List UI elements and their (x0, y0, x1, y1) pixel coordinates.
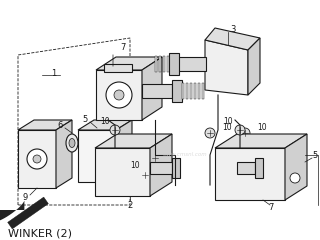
Circle shape (205, 128, 215, 138)
Polygon shape (215, 134, 307, 148)
Circle shape (240, 128, 250, 138)
FancyBboxPatch shape (194, 83, 196, 99)
FancyBboxPatch shape (150, 162, 172, 174)
Polygon shape (18, 120, 72, 130)
Polygon shape (96, 70, 142, 120)
FancyBboxPatch shape (155, 56, 157, 72)
Text: 7: 7 (268, 204, 273, 212)
Text: www.cmsnl.com: www.cmsnl.com (163, 152, 207, 157)
Text: 3: 3 (230, 25, 236, 35)
Text: 2: 2 (127, 200, 132, 210)
FancyBboxPatch shape (167, 56, 169, 72)
Ellipse shape (106, 82, 132, 108)
Circle shape (290, 173, 300, 183)
Text: 10: 10 (223, 118, 233, 126)
FancyBboxPatch shape (172, 158, 180, 178)
Circle shape (140, 170, 150, 180)
Ellipse shape (69, 138, 75, 148)
Polygon shape (116, 120, 132, 182)
FancyBboxPatch shape (104, 64, 132, 72)
FancyBboxPatch shape (190, 83, 192, 99)
Text: 10: 10 (130, 161, 140, 169)
Text: WINKER (2): WINKER (2) (8, 228, 72, 238)
FancyBboxPatch shape (237, 162, 255, 174)
Polygon shape (205, 40, 248, 95)
FancyBboxPatch shape (202, 83, 204, 99)
Ellipse shape (66, 134, 78, 152)
Polygon shape (205, 28, 260, 50)
Polygon shape (8, 197, 48, 229)
FancyBboxPatch shape (169, 53, 179, 75)
Text: 10: 10 (100, 118, 110, 126)
Text: 5: 5 (312, 151, 317, 161)
Polygon shape (95, 134, 172, 148)
Polygon shape (150, 134, 172, 196)
Ellipse shape (114, 90, 124, 100)
Polygon shape (215, 148, 285, 200)
Polygon shape (56, 120, 72, 188)
Ellipse shape (33, 155, 41, 163)
Text: 6: 6 (58, 121, 63, 131)
FancyBboxPatch shape (182, 83, 184, 99)
FancyBboxPatch shape (186, 83, 188, 99)
Text: 7: 7 (120, 43, 125, 53)
Text: 10: 10 (257, 124, 267, 132)
Text: 1: 1 (51, 68, 56, 78)
Polygon shape (285, 134, 307, 200)
Polygon shape (0, 198, 25, 222)
FancyBboxPatch shape (159, 56, 161, 72)
Polygon shape (18, 38, 130, 205)
Ellipse shape (27, 149, 47, 169)
Circle shape (110, 125, 120, 135)
Circle shape (150, 153, 160, 163)
FancyBboxPatch shape (198, 83, 200, 99)
FancyBboxPatch shape (163, 56, 165, 72)
Polygon shape (96, 57, 162, 70)
Text: 9: 9 (23, 192, 28, 202)
Polygon shape (95, 148, 150, 196)
Polygon shape (78, 130, 116, 182)
FancyBboxPatch shape (172, 80, 182, 102)
Text: 5: 5 (83, 115, 88, 125)
Polygon shape (142, 57, 162, 120)
FancyBboxPatch shape (142, 84, 172, 98)
Polygon shape (18, 130, 56, 188)
Text: 10: 10 (222, 124, 232, 132)
FancyBboxPatch shape (255, 158, 263, 178)
Polygon shape (78, 120, 132, 130)
FancyBboxPatch shape (176, 57, 206, 71)
Circle shape (235, 125, 245, 135)
Polygon shape (248, 38, 260, 95)
